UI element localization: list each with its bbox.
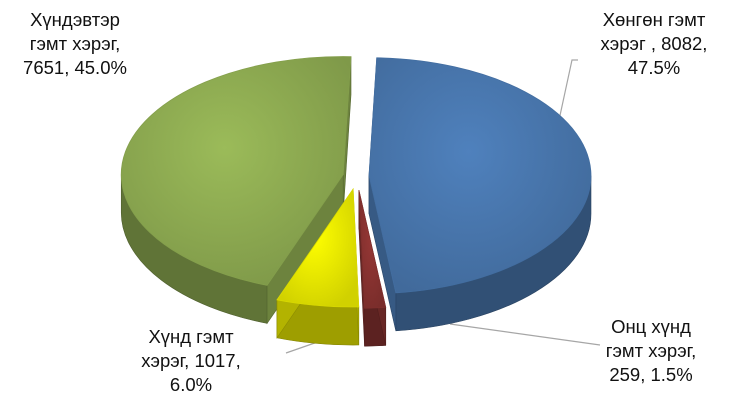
data-label-serious-crime: Хүнд гэмт хэрэг, 1017, 6.0% (141, 326, 241, 395)
slice-very-serious-crime (358, 190, 387, 347)
slice-serious-crime (276, 187, 360, 346)
leader-line (555, 59, 578, 135)
pie-slices (120, 56, 592, 347)
data-label-light-crime: Хөнгөн гэмт хэрэг , 8082, 47.5% (600, 9, 708, 78)
data-label-very-serious-crime: Онц хүнд гэмт хэрэг, 259, 1.5% (605, 316, 697, 385)
leader-line (449, 323, 601, 346)
slice-light-crime (368, 57, 592, 332)
data-label-less-serious-crime: Хүндэвтэр гэмт хэрэг, 7651, 45.0% (23, 9, 127, 78)
